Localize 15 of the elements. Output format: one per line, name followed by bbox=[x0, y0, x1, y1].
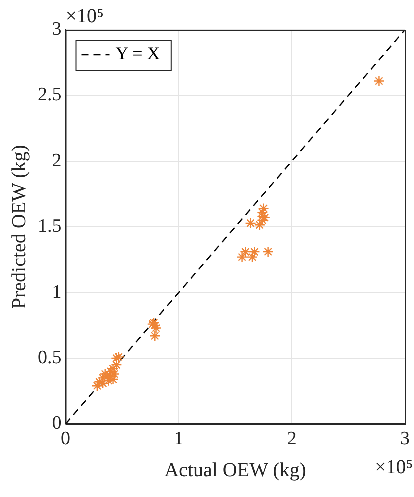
legend-label: Y = X bbox=[116, 44, 160, 64]
x-tick-label: 1 bbox=[174, 428, 184, 450]
y-tick-label: 3 bbox=[52, 18, 62, 40]
x-axis-title: Actual OEW (kg) bbox=[164, 459, 306, 482]
y-tick-label: 0 bbox=[52, 413, 62, 434]
text: ×10⁵ bbox=[66, 5, 104, 28]
x-tick-label: 2 bbox=[287, 428, 297, 450]
y-tick-label: 1.5 bbox=[38, 216, 62, 238]
y-tick-label: 2.5 bbox=[38, 84, 62, 106]
y-tick-label: 0.5 bbox=[38, 347, 62, 368]
text: ×10⁵ bbox=[374, 456, 414, 478]
y-axis-title: Predicted OEW (kg) bbox=[8, 145, 30, 310]
x-tick-label: 3 bbox=[400, 428, 410, 450]
y-tick-label: 2 bbox=[52, 150, 62, 172]
y-tick-label: 1 bbox=[52, 282, 62, 303]
